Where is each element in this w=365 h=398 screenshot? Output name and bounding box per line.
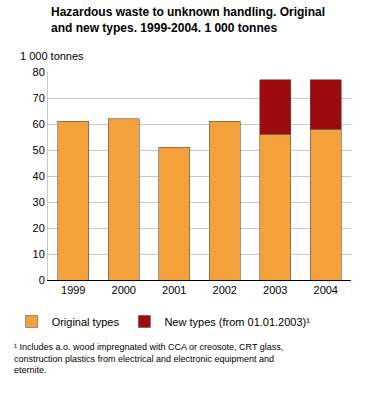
svg-text:80: 80 [33, 66, 45, 78]
svg-text:40: 40 [33, 170, 45, 182]
svg-text:20: 20 [33, 222, 45, 234]
svg-text:0: 0 [39, 274, 45, 286]
svg-text:Hazardous waste to unknown han: Hazardous waste to unknown handling. Ori… [51, 5, 325, 35]
svg-text:Original types: Original types [52, 316, 120, 328]
svg-text:60: 60 [33, 118, 45, 130]
svg-text:10: 10 [33, 248, 45, 260]
svg-text:2001: 2001 [162, 284, 186, 296]
svg-text:70: 70 [33, 92, 45, 104]
svg-text:2004: 2004 [314, 284, 338, 296]
svg-text:2003: 2003 [263, 284, 287, 296]
svg-text:1999: 1999 [61, 284, 85, 296]
svg-text:2002: 2002 [213, 284, 237, 296]
svg-text:30: 30 [33, 196, 45, 208]
svg-text:50: 50 [33, 144, 45, 156]
svg-text:¹ Includes a.o. wood impregnat: ¹ Includes a.o. wood impregnated with CC… [14, 342, 283, 375]
svg-text:2000: 2000 [112, 284, 136, 296]
svg-text:New types (from 01.01.2003)¹: New types (from 01.01.2003)¹ [164, 316, 310, 328]
svg-text:1 000 tonnes: 1 000 tonnes [20, 50, 84, 62]
